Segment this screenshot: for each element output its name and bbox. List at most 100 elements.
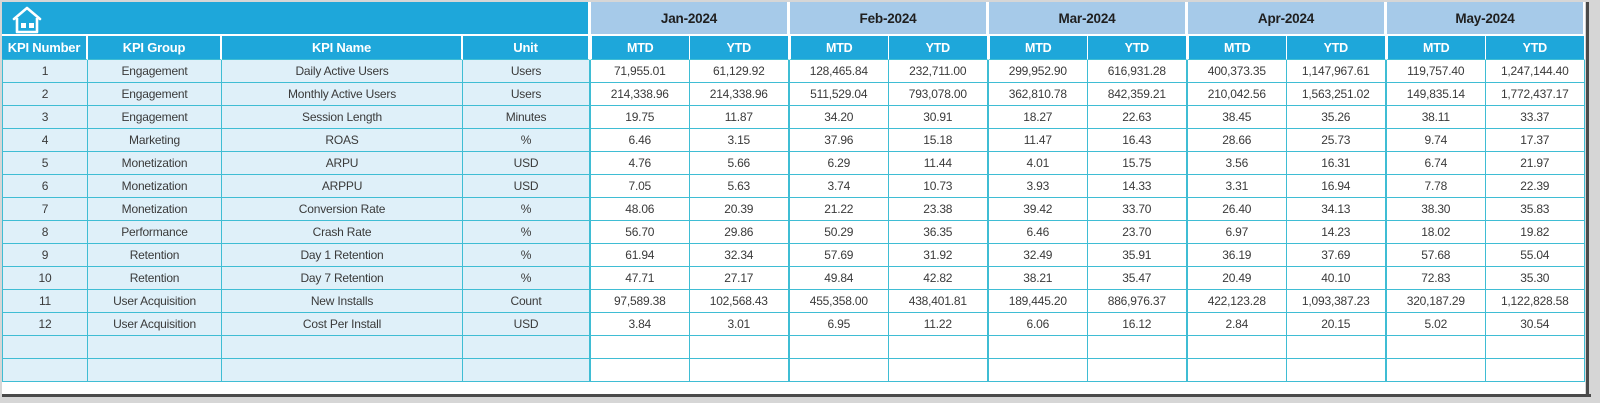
empty-cell[interactable] (689, 359, 790, 382)
ytd-value-cell[interactable]: 35.47 (1087, 267, 1188, 290)
empty-cell[interactable] (2, 336, 88, 359)
ytd-value-cell[interactable]: 30.91 (888, 106, 989, 129)
mtd-value-cell[interactable]: 50.29 (789, 221, 889, 244)
ytd-value-cell[interactable]: 3.15 (689, 129, 790, 152)
mtd-value-cell[interactable]: 6.46 (590, 129, 690, 152)
empty-cell[interactable] (590, 359, 690, 382)
ytd-value-cell[interactable]: 33.70 (1087, 198, 1188, 221)
ytd-value-cell[interactable]: 21.97 (1485, 152, 1586, 175)
ytd-value-cell[interactable]: 616,931.28 (1087, 60, 1188, 83)
mtd-value-cell[interactable]: 3.56 (1187, 152, 1287, 175)
kpi-number-cell[interactable]: 12 (2, 313, 88, 336)
mtd-value-cell[interactable]: 422,123.28 (1187, 290, 1287, 313)
unit-cell[interactable]: Count (463, 290, 590, 313)
kpi-name-cell[interactable]: Monthly Active Users (222, 83, 463, 106)
ytd-value-cell[interactable]: 1,147,967.61 (1286, 60, 1387, 83)
kpi-group-cell[interactable]: Retention (88, 267, 222, 290)
mtd-value-cell[interactable]: 3.31 (1187, 175, 1287, 198)
ytd-value-cell[interactable]: 25.73 (1286, 129, 1387, 152)
home-icon[interactable] (11, 6, 43, 34)
ytd-value-cell[interactable]: 232,711.00 (888, 60, 989, 83)
mtd-value-cell[interactable]: 28.66 (1187, 129, 1287, 152)
ytd-value-cell[interactable]: 14.33 (1087, 175, 1188, 198)
kpi-group-cell[interactable]: Performance (88, 221, 222, 244)
empty-cell[interactable] (88, 359, 222, 382)
ytd-value-cell[interactable]: 23.38 (888, 198, 989, 221)
kpi-number-cell[interactable]: 2 (2, 83, 88, 106)
ytd-value-cell[interactable]: 16.94 (1286, 175, 1387, 198)
mtd-value-cell[interactable]: 128,465.84 (789, 60, 889, 83)
kpi-name-cell[interactable]: Conversion Rate (222, 198, 463, 221)
unit-cell[interactable]: % (463, 198, 590, 221)
kpi-group-cell[interactable]: Engagement (88, 106, 222, 129)
mtd-value-cell[interactable]: 11.47 (988, 129, 1088, 152)
mtd-value-cell[interactable]: 6.06 (988, 313, 1088, 336)
ytd-value-cell[interactable]: 1,122,828.58 (1485, 290, 1586, 313)
mtd-value-cell[interactable]: 9.74 (1386, 129, 1486, 152)
empty-cell[interactable] (689, 336, 790, 359)
kpi-number-cell[interactable]: 3 (2, 106, 88, 129)
mtd-value-cell[interactable]: 38.21 (988, 267, 1088, 290)
mtd-value-cell[interactable]: 320,187.29 (1386, 290, 1486, 313)
empty-cell[interactable] (222, 336, 463, 359)
empty-cell[interactable] (1187, 359, 1287, 382)
ytd-value-cell[interactable]: 102,568.43 (689, 290, 790, 313)
ytd-value-cell[interactable]: 11.44 (888, 152, 989, 175)
ytd-value-cell[interactable]: 15.18 (888, 129, 989, 152)
ytd-value-cell[interactable]: 35.91 (1087, 244, 1188, 267)
mtd-value-cell[interactable]: 210,042.56 (1187, 83, 1287, 106)
mtd-value-cell[interactable]: 18.27 (988, 106, 1088, 129)
empty-cell[interactable] (1485, 336, 1586, 359)
ytd-value-cell[interactable]: 1,563,251.02 (1286, 83, 1387, 106)
unit-cell[interactable]: USD (463, 152, 590, 175)
ytd-value-cell[interactable]: 61,129.92 (689, 60, 790, 83)
ytd-value-cell[interactable]: 20.39 (689, 198, 790, 221)
mtd-value-cell[interactable]: 3.93 (988, 175, 1088, 198)
kpi-name-cell[interactable]: ARPU (222, 152, 463, 175)
mtd-value-cell[interactable]: 37.96 (789, 129, 889, 152)
empty-cell[interactable] (789, 359, 889, 382)
ytd-value-cell[interactable]: 36.35 (888, 221, 989, 244)
unit-cell[interactable]: Users (463, 83, 590, 106)
mtd-value-cell[interactable]: 6.97 (1187, 221, 1287, 244)
mtd-value-cell[interactable]: 149,835.14 (1386, 83, 1486, 106)
empty-cell[interactable] (1187, 336, 1287, 359)
ytd-value-cell[interactable]: 27.17 (689, 267, 790, 290)
mtd-value-cell[interactable]: 38.11 (1386, 106, 1486, 129)
empty-cell[interactable] (463, 336, 590, 359)
empty-cell[interactable] (1386, 359, 1486, 382)
ytd-value-cell[interactable]: 19.82 (1485, 221, 1586, 244)
kpi-name-cell[interactable]: Day 1 Retention (222, 244, 463, 267)
kpi-name-cell[interactable]: Day 7 Retention (222, 267, 463, 290)
empty-cell[interactable] (222, 359, 463, 382)
mtd-value-cell[interactable]: 39.42 (988, 198, 1088, 221)
ytd-value-cell[interactable]: 5.66 (689, 152, 790, 175)
ytd-value-cell[interactable]: 35.83 (1485, 198, 1586, 221)
mtd-value-cell[interactable]: 36.19 (1187, 244, 1287, 267)
mtd-value-cell[interactable]: 511,529.04 (789, 83, 889, 106)
mtd-value-cell[interactable]: 48.06 (590, 198, 690, 221)
mtd-value-cell[interactable]: 61.94 (590, 244, 690, 267)
ytd-value-cell[interactable]: 20.15 (1286, 313, 1387, 336)
ytd-value-cell[interactable]: 37.69 (1286, 244, 1387, 267)
mtd-value-cell[interactable]: 400,373.35 (1187, 60, 1287, 83)
empty-cell[interactable] (1286, 336, 1387, 359)
kpi-name-cell[interactable]: Cost Per Install (222, 313, 463, 336)
ytd-value-cell[interactable]: 33.37 (1485, 106, 1586, 129)
mtd-value-cell[interactable]: 26.40 (1187, 198, 1287, 221)
mtd-value-cell[interactable]: 57.69 (789, 244, 889, 267)
mtd-value-cell[interactable]: 49.84 (789, 267, 889, 290)
mtd-value-cell[interactable]: 4.76 (590, 152, 690, 175)
unit-cell[interactable]: USD (463, 313, 590, 336)
empty-cell[interactable] (888, 336, 989, 359)
kpi-name-cell[interactable]: Session Length (222, 106, 463, 129)
kpi-group-cell[interactable]: Retention (88, 244, 222, 267)
unit-cell[interactable]: % (463, 244, 590, 267)
kpi-name-cell[interactable]: New Installs (222, 290, 463, 313)
mtd-value-cell[interactable]: 3.84 (590, 313, 690, 336)
ytd-value-cell[interactable]: 214,338.96 (689, 83, 790, 106)
ytd-value-cell[interactable]: 5.63 (689, 175, 790, 198)
unit-cell[interactable]: Users (463, 60, 590, 83)
unit-cell[interactable]: % (463, 221, 590, 244)
ytd-value-cell[interactable]: 30.54 (1485, 313, 1586, 336)
